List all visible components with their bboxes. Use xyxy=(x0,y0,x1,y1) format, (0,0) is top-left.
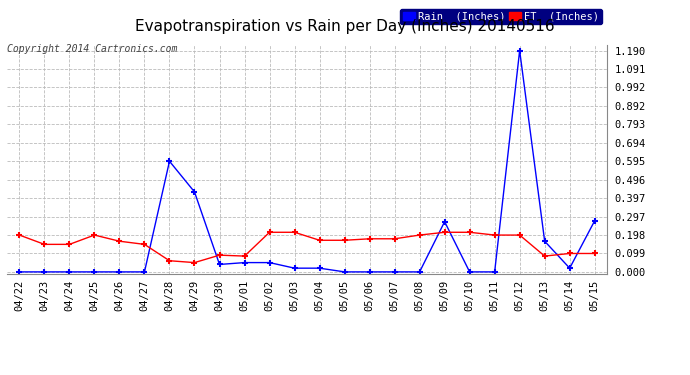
Legend: Rain  (Inches), ET  (Inches): Rain (Inches), ET (Inches) xyxy=(400,9,602,24)
Text: Copyright 2014 Cartronics.com: Copyright 2014 Cartronics.com xyxy=(7,45,177,54)
Text: Evapotranspiration vs Rain per Day (Inches) 20140516: Evapotranspiration vs Rain per Day (Inch… xyxy=(135,19,555,34)
